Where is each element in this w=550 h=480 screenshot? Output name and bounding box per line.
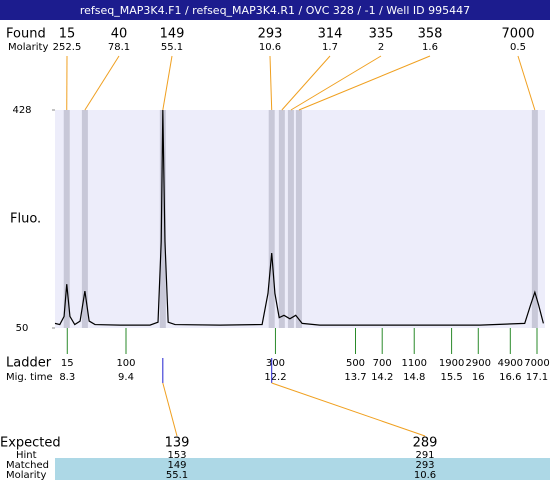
ladder-time: 12.2 — [264, 372, 286, 383]
ladder-size: 500 — [346, 358, 365, 369]
match-connector — [271, 382, 426, 437]
found-size: 15 — [59, 27, 76, 42]
peak-band — [278, 110, 285, 328]
matched-size: 293 — [415, 460, 434, 471]
title: refseq_MAP3K4.F1 / refseq_MAP3K4.R1 / OV… — [80, 4, 470, 17]
peak-band — [63, 110, 70, 328]
found-connector — [290, 55, 382, 111]
ladder-size: 7000 — [524, 358, 549, 369]
found-molarity: 252.5 — [53, 42, 82, 53]
found-molarity: 10.6 — [259, 42, 281, 53]
matched-label: Matched — [6, 460, 49, 471]
molarity-label: Molarity — [8, 42, 48, 53]
ladder-time: 13.7 — [344, 372, 366, 383]
found-size: 149 — [160, 27, 185, 42]
hint-label: Hint — [16, 450, 37, 461]
trace — [54, 109, 544, 326]
found-size: 335 — [369, 27, 394, 42]
ladder-size: 2900 — [466, 358, 491, 369]
ladder-size: 1100 — [402, 358, 427, 369]
matched-bg — [55, 458, 550, 480]
ladder-time: 15.5 — [440, 372, 462, 383]
ladder-size: 4900 — [498, 358, 523, 369]
hint-size: 291 — [415, 450, 434, 461]
expected-size: 139 — [165, 436, 190, 451]
ladder-time: 14.2 — [371, 372, 393, 383]
found-molarity: 55.1 — [161, 42, 183, 53]
peak-band — [295, 110, 302, 328]
found-size: 40 — [111, 27, 128, 42]
found-size: 358 — [418, 27, 443, 42]
ladder-time: 16 — [472, 372, 485, 383]
matched-size: 149 — [167, 460, 186, 471]
found-molarity: 1.6 — [422, 42, 438, 53]
found-connector — [517, 55, 536, 111]
ladder-size: 1900 — [439, 358, 464, 369]
ladder-time: 9.4 — [118, 372, 134, 383]
found-connector — [162, 55, 173, 111]
ladder-time: 14.8 — [403, 372, 425, 383]
peak-band — [531, 110, 538, 328]
fluo-label: Fluo. — [10, 212, 41, 227]
ladder-size: 100 — [116, 358, 135, 369]
y-tick-label: 428 — [12, 105, 31, 116]
peak-band — [287, 110, 294, 328]
ladder-time: 8.3 — [59, 372, 75, 383]
found-label: Found — [6, 27, 46, 42]
ladder-time: 17.1 — [526, 372, 548, 383]
expected-size: 289 — [413, 436, 438, 451]
molarity-row-label: Molarity — [6, 470, 46, 480]
found-molarity: 1.7 — [322, 42, 338, 53]
found-size: 314 — [318, 27, 343, 42]
ladder-label: Ladder — [6, 356, 52, 371]
found-connector — [281, 55, 331, 111]
matched-molarity: 55.1 — [166, 470, 188, 480]
peak-band — [81, 110, 88, 328]
ladder-size: 15 — [61, 358, 74, 369]
hint-size: 153 — [167, 450, 186, 461]
expected-label: Expected — [0, 436, 61, 451]
peak-band — [159, 110, 166, 328]
ladder-time: 16.6 — [499, 372, 521, 383]
found-molarity: 0.5 — [510, 42, 526, 53]
ladder-size: 300 — [266, 358, 285, 369]
title-bar — [0, 0, 550, 20]
found-size: 7000 — [501, 27, 534, 42]
found-connector — [84, 55, 120, 111]
mig-time-label: Mig. time — [6, 372, 53, 383]
peak-band — [268, 110, 275, 328]
matched-molarity: 10.6 — [414, 470, 436, 480]
found-connector — [269, 55, 273, 111]
match-connector — [162, 382, 178, 437]
ladder-size: 700 — [373, 358, 392, 369]
found-connector — [298, 55, 431, 111]
found-size: 293 — [258, 27, 283, 42]
found-molarity: 78.1 — [108, 42, 130, 53]
y-tick-label: 50 — [16, 323, 29, 334]
found-molarity: 2 — [378, 42, 384, 53]
